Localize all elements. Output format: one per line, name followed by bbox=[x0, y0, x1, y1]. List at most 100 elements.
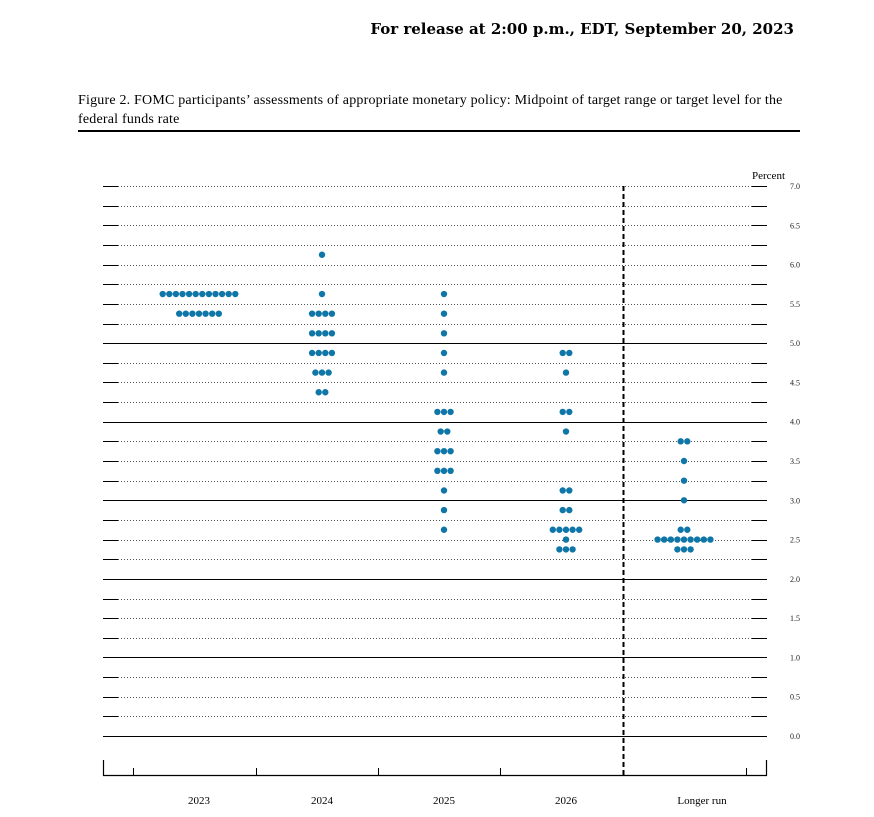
x-tick-label: 2024 bbox=[311, 795, 334, 807]
y-tick-label: 1.5 bbox=[790, 614, 800, 623]
participant-dot bbox=[559, 408, 566, 416]
participant-dot bbox=[440, 487, 448, 494]
y-tick-label: 1.0 bbox=[790, 653, 800, 662]
participant-dot bbox=[192, 290, 199, 298]
participant-dot bbox=[661, 536, 668, 543]
participant-dot bbox=[437, 428, 444, 435]
x-tick-label: 2026 bbox=[555, 795, 578, 807]
participant-dot bbox=[667, 536, 674, 543]
participant-dot bbox=[176, 310, 183, 317]
participant-dot bbox=[654, 536, 661, 543]
participant-dot bbox=[569, 546, 576, 553]
participant-dot bbox=[318, 251, 326, 258]
participant-dot bbox=[687, 546, 694, 553]
participant-dot bbox=[315, 330, 322, 337]
participant-dot bbox=[566, 487, 573, 494]
participant-dot bbox=[232, 290, 239, 298]
participant-dot bbox=[677, 526, 684, 533]
participant-dot bbox=[440, 526, 448, 533]
participant-dot bbox=[308, 330, 316, 337]
participant-dot bbox=[674, 546, 681, 553]
participant-dot bbox=[549, 526, 556, 533]
participant-dot bbox=[694, 536, 701, 543]
participant-dot bbox=[440, 467, 448, 475]
y-tick-label: 5.5 bbox=[790, 300, 800, 309]
participant-dot bbox=[212, 290, 219, 298]
participant-dot bbox=[308, 349, 316, 357]
participant-dot bbox=[680, 497, 688, 504]
participant-dot bbox=[444, 428, 451, 435]
participant-dot bbox=[559, 506, 566, 514]
caption-rule bbox=[78, 130, 800, 132]
participant-dot bbox=[322, 389, 329, 396]
participant-dot bbox=[328, 330, 336, 337]
x-tick-label: 2025 bbox=[433, 795, 456, 807]
participant-dot bbox=[680, 536, 688, 543]
participant-dot bbox=[440, 408, 448, 416]
y-tick-label: 4.0 bbox=[790, 418, 800, 427]
participant-dot bbox=[440, 369, 448, 376]
participant-dot bbox=[559, 487, 566, 494]
participant-dot bbox=[562, 536, 570, 543]
participant-dot bbox=[680, 457, 688, 465]
y-tick-label: 2.5 bbox=[790, 536, 800, 545]
participant-dot bbox=[315, 389, 322, 396]
participant-dot bbox=[159, 290, 166, 298]
participant-dot bbox=[189, 310, 196, 317]
participant-dot bbox=[440, 310, 448, 317]
release-note: For release at 2:00 p.m., EDT, September… bbox=[370, 20, 794, 38]
y-tick-label: 3.5 bbox=[790, 457, 800, 466]
participant-dot bbox=[684, 438, 691, 445]
participant-dot bbox=[559, 349, 566, 357]
participant-dot bbox=[328, 310, 336, 317]
participant-dot bbox=[434, 447, 441, 455]
participant-dot bbox=[225, 290, 232, 298]
participant-dot bbox=[566, 408, 573, 416]
participant-dot bbox=[434, 467, 441, 475]
participant-dot bbox=[562, 369, 570, 376]
participant-dot bbox=[562, 546, 570, 553]
participant-dot bbox=[182, 310, 189, 317]
participant-dot bbox=[179, 290, 186, 298]
y-tick-label: 5.0 bbox=[790, 339, 800, 348]
participant-dot bbox=[566, 349, 573, 357]
participant-dot bbox=[556, 526, 563, 533]
y-tick-label: 0.0 bbox=[790, 732, 800, 741]
x-tick-label: Longer run bbox=[677, 795, 727, 807]
participant-dot bbox=[680, 546, 688, 553]
participant-dot bbox=[215, 310, 222, 317]
participant-dot bbox=[318, 369, 326, 376]
participant-dot bbox=[576, 526, 583, 533]
participant-dot bbox=[199, 290, 206, 298]
participant-dot bbox=[172, 290, 180, 298]
participant-dot bbox=[674, 536, 681, 543]
participant-dot bbox=[322, 349, 329, 357]
participant-dot bbox=[205, 290, 213, 298]
participant-dot bbox=[700, 536, 707, 543]
participant-dot bbox=[562, 526, 570, 533]
participant-dot bbox=[440, 349, 448, 357]
y-tick-label: 3.0 bbox=[790, 496, 800, 505]
participant-dot bbox=[322, 330, 329, 337]
participant-dot bbox=[447, 447, 454, 455]
participant-dot bbox=[209, 310, 216, 317]
participant-dot bbox=[315, 310, 322, 317]
y-tick-label: 7.0 bbox=[790, 182, 800, 191]
participant-dot bbox=[707, 536, 714, 543]
participant-dot bbox=[185, 290, 193, 298]
participant-dot bbox=[687, 536, 694, 543]
participant-dot bbox=[447, 408, 454, 416]
figure-caption: Figure 2. FOMC participants’ assessments… bbox=[78, 93, 783, 127]
y-tick-label: 6.0 bbox=[790, 261, 800, 270]
participant-dot bbox=[325, 369, 332, 376]
participant-dot bbox=[312, 369, 319, 376]
y-tick-label: 6.5 bbox=[790, 221, 800, 230]
participant-dot bbox=[440, 447, 448, 455]
x-tick-label: 2023 bbox=[188, 795, 211, 807]
participant-dot bbox=[322, 310, 329, 317]
y-tick-label: 4.5 bbox=[790, 378, 800, 387]
participant-dot bbox=[447, 467, 454, 475]
y-tick-label: 2.0 bbox=[790, 575, 800, 584]
participant-dot bbox=[202, 310, 209, 317]
